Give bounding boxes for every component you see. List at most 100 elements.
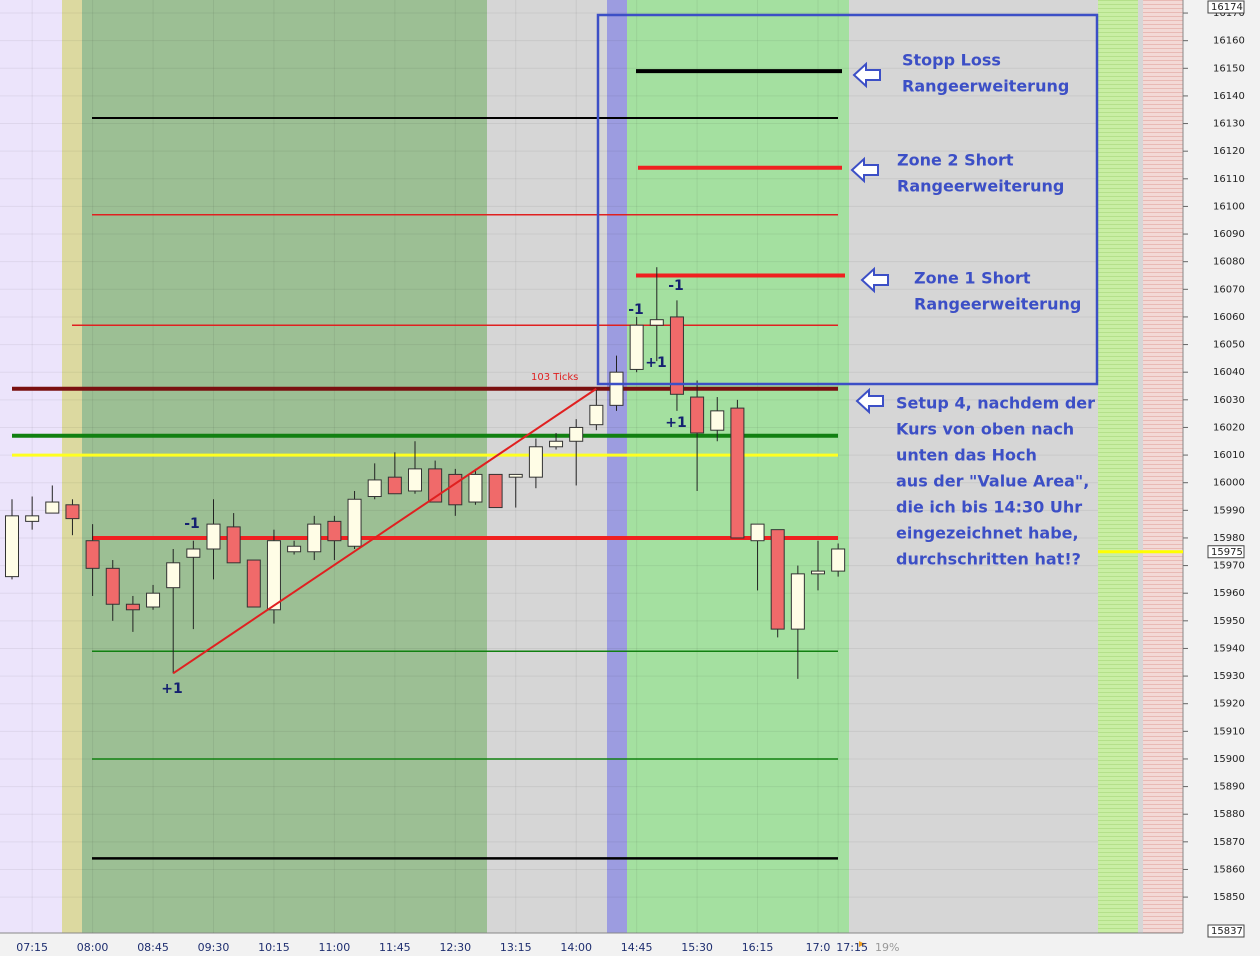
signal-label: +1 <box>665 415 686 431</box>
y-tick-label: 16110 <box>1213 174 1245 185</box>
y-tick-label: 15970 <box>1213 561 1245 572</box>
y-tick-label: 16000 <box>1213 478 1245 489</box>
x-tick-label: 08:00 <box>77 941 109 954</box>
x-tick-label: 14:00 <box>560 941 592 954</box>
note-text: die ich bis 14:30 Uhr <box>896 498 1082 517</box>
y-tick-label: 16040 <box>1213 367 1245 378</box>
candle-body <box>246 559 261 608</box>
y-tick-label: 15870 <box>1213 837 1245 848</box>
y-tick-label: 16050 <box>1213 340 1245 351</box>
note-text: eingezeichnet habe, <box>896 524 1079 543</box>
y-tick-label: 16150 <box>1213 63 1245 74</box>
y-tick-label: 15930 <box>1213 671 1245 682</box>
signal-label: +1 <box>645 355 666 371</box>
note-text: Rangeerweiterung <box>902 77 1069 96</box>
candle-body <box>146 592 161 608</box>
x-tick-label: 13:15 <box>500 941 532 954</box>
progress-label: 19% <box>875 941 899 954</box>
candle-body <box>690 396 705 434</box>
signal-label: -1 <box>184 516 200 532</box>
profile-band <box>1098 0 1138 933</box>
y-tick-label: 16030 <box>1213 395 1245 406</box>
candle-body <box>609 371 624 406</box>
y-tick-label: 16070 <box>1213 284 1245 295</box>
session-band <box>607 0 627 933</box>
candle-body <box>125 603 140 611</box>
note-text: Rangeerweiterung <box>897 177 1064 196</box>
annotation-box <box>596 13 1099 386</box>
note-text: Zone 1 Short <box>914 269 1031 288</box>
range-label: 15837 <box>1211 926 1243 937</box>
candle-body <box>669 316 684 395</box>
x-tick-label: 08:45 <box>137 941 169 954</box>
y-tick-label: 16080 <box>1213 257 1245 268</box>
x-tick-label: 11:45 <box>379 941 411 954</box>
candle-body <box>790 573 805 630</box>
candle-body <box>45 501 60 514</box>
profile-band <box>1143 0 1183 933</box>
candle-body <box>488 473 503 509</box>
candle-body <box>367 479 382 498</box>
y-tick-label: 15950 <box>1213 616 1245 627</box>
candle-body <box>710 410 725 431</box>
y-tick-label: 16100 <box>1213 201 1245 212</box>
candle-body <box>5 515 19 578</box>
candle-body <box>428 468 443 503</box>
progress-marker <box>859 941 865 947</box>
session-band <box>0 0 62 933</box>
note-text: Stopp Loss <box>902 51 1001 70</box>
grid <box>0 0 1098 933</box>
x-tick-label: 12:30 <box>439 941 471 954</box>
y-tick-label: 15910 <box>1213 726 1245 737</box>
y-tick-label: 16020 <box>1213 422 1245 433</box>
candle-body <box>730 407 745 539</box>
range-box <box>1207 924 1245 938</box>
y-tick-label: 16130 <box>1213 119 1245 130</box>
candle-body <box>629 324 644 370</box>
candle-body <box>649 319 664 326</box>
candle-body <box>25 515 40 522</box>
arrow <box>855 387 884 415</box>
note-text: Rangeerweiterung <box>914 295 1081 314</box>
note-text: unten das Hoch <box>896 446 1037 465</box>
signal-label: +1 <box>161 681 182 697</box>
candle-body <box>589 404 604 426</box>
candle-body <box>186 548 201 558</box>
note-text: aus der "Value Area", <box>896 472 1089 491</box>
trendline <box>172 387 597 675</box>
x-tick-label: 17:0 <box>806 941 831 954</box>
y-tick-label: 15940 <box>1213 643 1245 654</box>
x-tick-label: 11:00 <box>319 941 351 954</box>
candle-body <box>287 545 302 553</box>
x-tick-label: 10:15 <box>258 941 290 954</box>
candle-body <box>226 526 241 564</box>
current-price-label: 15975 <box>1211 547 1243 558</box>
y-tick-label: 15850 <box>1213 892 1245 903</box>
y-tick-label: 16120 <box>1213 146 1245 157</box>
signal-label: -1 <box>628 302 644 318</box>
candle-body <box>85 540 100 569</box>
y-tick-label: 15960 <box>1213 588 1245 599</box>
candles <box>5 267 846 679</box>
trendline-label: 103 Ticks <box>531 372 578 383</box>
note-text: Kurs von oben nach <box>896 420 1074 439</box>
x-axis-panel <box>0 933 1183 956</box>
note-text: durchschritten hat!? <box>896 550 1081 569</box>
y-tick-label: 15890 <box>1213 782 1245 793</box>
x-tick-label: 16:15 <box>742 941 774 954</box>
x-tick-label: 17:15 <box>836 941 868 954</box>
candle-body <box>347 498 362 547</box>
y-tick-label: 16090 <box>1213 229 1245 240</box>
candle-body <box>508 473 523 478</box>
y-tick-label: 15900 <box>1213 754 1245 765</box>
y-tick-label: 16160 <box>1213 36 1245 47</box>
arrow <box>860 266 889 294</box>
x-tick-label: 09:30 <box>198 941 230 954</box>
candle-body <box>750 523 765 542</box>
candle-body <box>408 468 422 492</box>
y-tick-label: 15860 <box>1213 864 1245 875</box>
x-tick-label: 15:30 <box>681 941 713 954</box>
y-tick-label: 16140 <box>1213 91 1245 102</box>
y-tick-label: 16170 <box>1213 8 1245 19</box>
